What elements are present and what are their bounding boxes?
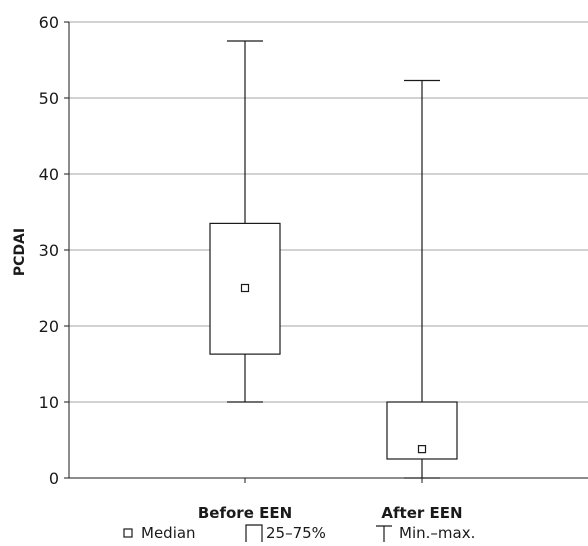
- gridlines: [69, 21, 588, 403]
- legend-median-label: Median: [141, 524, 196, 542]
- y-ticks: 0 10 20 30 40 50 60: [39, 13, 69, 488]
- category-label: Before EEN: [198, 504, 292, 522]
- y-tick-label: 20: [39, 317, 59, 336]
- box-before-een: [209, 40, 281, 403]
- box-after-een: [386, 79, 458, 479]
- legend: Median 25–75% Min.–max.: [123, 524, 475, 542]
- y-tick-label: 30: [39, 241, 59, 260]
- legend-median-symbol: [123, 528, 133, 538]
- median-marker: [240, 283, 250, 293]
- y-tick-label: 40: [39, 165, 59, 184]
- category-label: After EEN: [381, 504, 462, 522]
- axes: [68, 22, 588, 483]
- y-tick-label: 10: [39, 393, 59, 412]
- legend-box-symbol: [245, 524, 263, 542]
- legend-whisker-symbol: [376, 525, 392, 542]
- y-axis-title: PCDAI: [12, 228, 28, 276]
- median-marker: [417, 445, 427, 454]
- y-tick-label: 50: [39, 89, 59, 108]
- y-tick-label: 0: [49, 469, 59, 488]
- y-tick-label: 60: [39, 13, 59, 32]
- legend-whisker-label: Min.–max.: [399, 524, 475, 542]
- boxes: [209, 40, 458, 479]
- category-labels: Before EEN After EEN: [198, 504, 463, 522]
- legend-box-label: 25–75%: [266, 524, 326, 542]
